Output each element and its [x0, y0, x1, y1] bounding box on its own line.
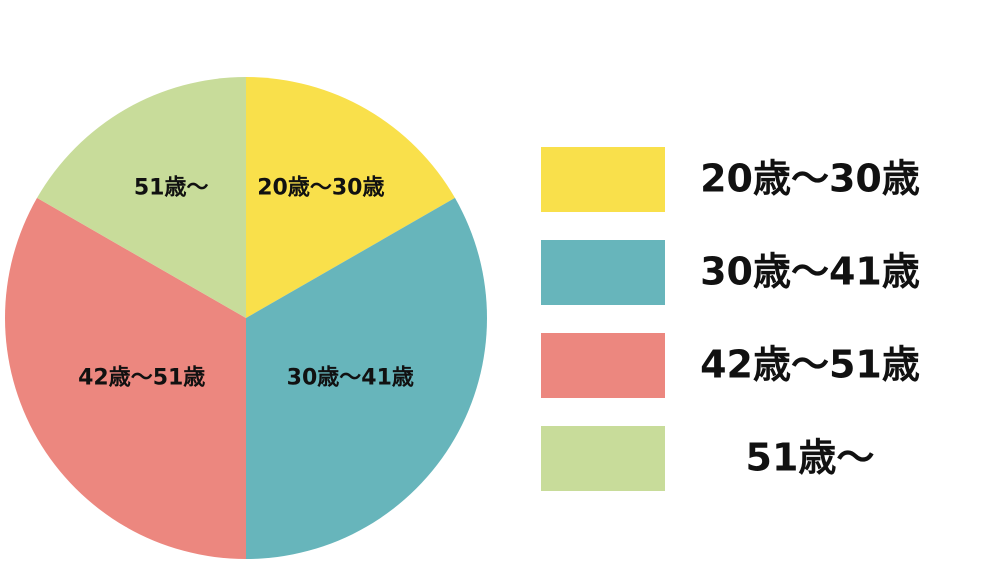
legend-label: 51歳〜: [746, 436, 875, 480]
slice-label: 51歳〜: [134, 176, 209, 201]
legend-swatch: [541, 147, 665, 212]
pie-slice: [4, 197, 246, 560]
legend-swatch: [541, 333, 665, 398]
legend-label: 30歳〜41歳: [700, 250, 920, 294]
pie-slice: [37, 77, 246, 318]
slice-label: 42歳〜51歳: [78, 365, 205, 390]
pie-slice: [246, 197, 487, 560]
pie-slice: [246, 77, 455, 318]
slice-label: 20歳〜30歳: [257, 176, 384, 201]
legend-swatch: [541, 240, 665, 305]
legend-swatch: [541, 426, 665, 491]
legend-label: 20歳〜30歳: [700, 157, 920, 201]
slice-label: 30歳〜41歳: [287, 365, 414, 390]
legend-label: 42歳〜51歳: [700, 343, 920, 387]
